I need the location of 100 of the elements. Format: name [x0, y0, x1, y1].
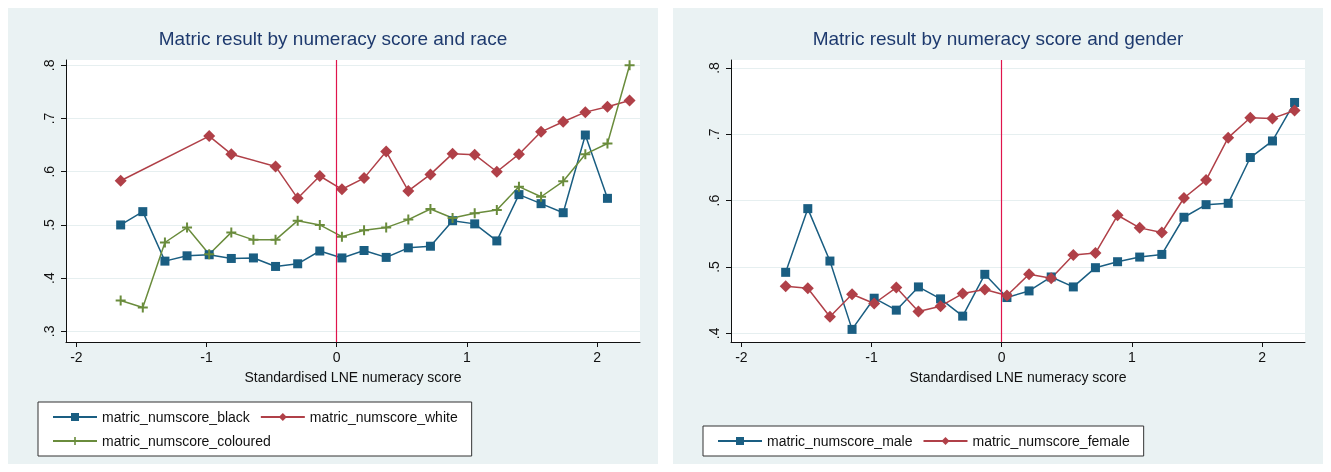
point	[1090, 263, 1100, 273]
point	[1179, 212, 1189, 222]
x-tick-label: -2	[735, 349, 748, 365]
x-tick-label: 1	[1127, 349, 1136, 365]
point	[1201, 200, 1211, 210]
point	[337, 253, 347, 263]
point	[291, 192, 304, 205]
point	[978, 283, 991, 296]
point	[138, 207, 148, 217]
point	[912, 305, 925, 318]
point	[801, 282, 814, 295]
point	[512, 148, 525, 161]
point	[1024, 286, 1034, 296]
point	[624, 60, 635, 71]
point	[557, 115, 570, 128]
point	[513, 181, 524, 192]
point	[536, 199, 546, 209]
point	[980, 269, 990, 279]
point	[381, 222, 392, 233]
point	[226, 253, 236, 263]
x-tick-label: -2	[70, 349, 83, 365]
point	[868, 297, 881, 310]
point	[116, 220, 126, 230]
point	[402, 184, 415, 197]
point	[359, 225, 370, 236]
point	[1135, 252, 1145, 262]
point	[425, 203, 436, 214]
point	[491, 205, 502, 216]
point	[314, 219, 325, 230]
point	[847, 324, 857, 334]
y-tick-label: .3	[41, 325, 57, 338]
point	[1023, 268, 1036, 281]
point	[956, 287, 969, 300]
point	[336, 231, 347, 242]
y-tick-label: .5	[41, 218, 57, 231]
point	[1266, 112, 1279, 125]
point	[469, 208, 480, 219]
point	[225, 148, 238, 161]
point	[403, 243, 413, 253]
point	[1155, 226, 1168, 239]
point	[803, 204, 813, 214]
point	[380, 145, 393, 158]
point	[958, 311, 968, 321]
legend-label: matric_numscore_black	[102, 409, 251, 425]
point	[1157, 249, 1167, 259]
point	[160, 256, 170, 266]
point	[315, 246, 325, 256]
y-tick-label: .6	[706, 194, 722, 207]
point	[313, 169, 326, 182]
point	[468, 148, 481, 161]
point	[292, 215, 303, 226]
point	[1290, 97, 1300, 107]
point	[580, 149, 591, 160]
x-axis-title: Standardised LNE numeracy score	[909, 369, 1127, 385]
x-axis-title: Standardised LNE numeracy score	[244, 369, 462, 385]
point	[602, 138, 613, 149]
point	[913, 282, 923, 292]
point	[891, 305, 901, 315]
point	[492, 236, 502, 246]
point	[558, 208, 568, 218]
point	[381, 252, 391, 262]
x-tick-label: 0	[332, 349, 341, 365]
point	[182, 222, 193, 233]
point	[890, 281, 903, 294]
x-tick-label: 2	[1258, 349, 1267, 365]
y-tick-label: .7	[41, 112, 57, 125]
point	[226, 227, 237, 238]
point	[602, 193, 612, 203]
legend-label: matric_numscore_white	[309, 409, 458, 425]
point	[182, 251, 192, 261]
point	[536, 191, 547, 202]
point	[424, 168, 437, 181]
legend-label: matric_numscore_coloured	[102, 433, 271, 449]
y-tick-label: .8	[41, 59, 57, 72]
x-tick-label: 1	[462, 349, 471, 365]
point	[137, 302, 148, 313]
point	[1244, 111, 1257, 124]
point	[579, 106, 592, 119]
point	[1223, 198, 1233, 208]
y-tick-label: .5	[706, 260, 722, 273]
point	[1200, 174, 1213, 187]
y-tick-label: .8	[706, 61, 722, 74]
point	[270, 234, 281, 245]
point	[781, 267, 791, 277]
point	[203, 130, 216, 143]
y-tick-label: .4	[41, 272, 57, 284]
point	[1113, 257, 1123, 267]
point	[580, 130, 590, 140]
x-tick-label: -1	[865, 349, 879, 365]
x-tick-label: -1	[200, 349, 214, 365]
point	[114, 174, 127, 187]
point	[470, 219, 480, 229]
point	[425, 241, 435, 251]
point	[403, 214, 414, 225]
point	[1245, 153, 1255, 163]
point	[359, 245, 369, 255]
chart-title: Matric result by numeracy score and gender	[812, 28, 1184, 49]
point	[248, 234, 259, 245]
point	[269, 160, 282, 173]
point	[846, 288, 859, 301]
